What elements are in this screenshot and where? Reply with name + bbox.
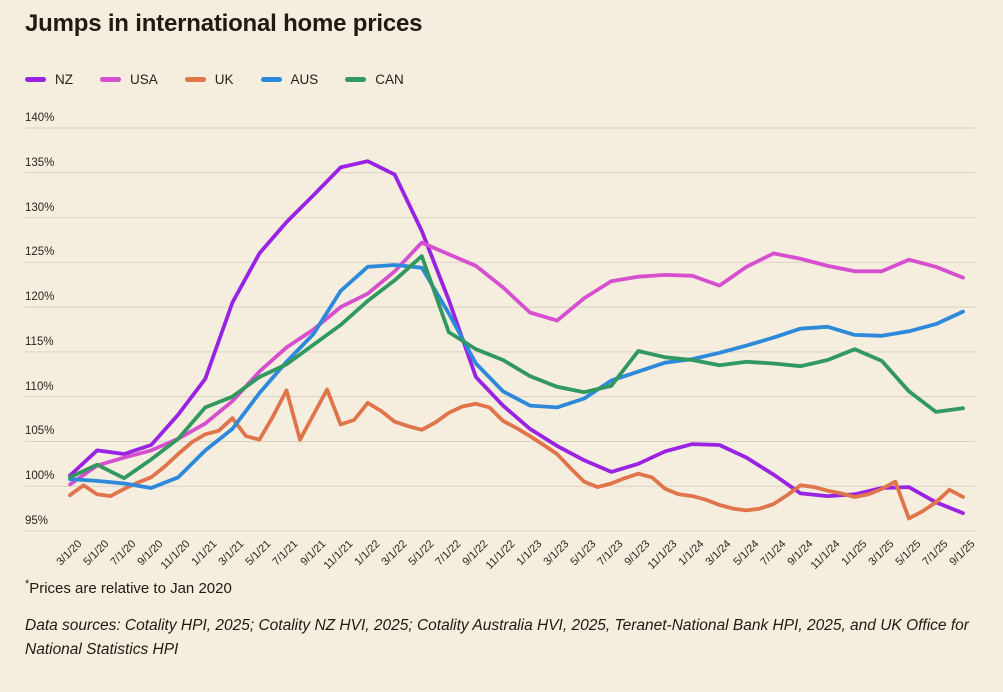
data-sources-note: Data sources: Cotality HPI, 2025; Cotali… [25,617,969,659]
y-tick-105: 105% [25,425,55,438]
legend-item-usa: USA [100,72,158,87]
legend-label-aus: AUS [290,72,319,87]
legend-item-uk: UK [184,72,234,87]
legend-swatch-can [345,77,367,82]
y-tick-140: 140% [25,112,55,125]
legend-swatch-uk [184,77,206,82]
y-tick-130: 130% [25,201,55,214]
legend-swatch-nz [25,77,46,82]
chart-footnote: *Prices are relative to Jan 2020 [25,578,232,597]
legend-item-aus: AUS [260,72,319,87]
series-line-aus [68,263,965,490]
legend-label-uk: UK [214,72,234,87]
legend-swatch-usa [100,77,121,82]
legend-swatch-aus [260,77,282,82]
y-tick-125: 125% [25,246,55,259]
series-line-uk [68,387,965,521]
chart-legend: NZ USA UK AUS CAN [25,72,404,87]
chart-title: Jumps in international home prices [25,10,423,37]
series-line-can [68,254,965,481]
series-line-usa [68,240,965,487]
footnote-text: Prices are relative to Jan 2020 [29,580,232,597]
legend-label-can: CAN [375,72,404,87]
legend-label-usa: USA [130,72,158,87]
legend-item-nz: NZ [25,72,73,87]
legend-item-can: CAN [345,72,404,87]
series-line-nz [68,159,965,515]
footnote-asterisk: * [25,578,30,590]
y-tick-110: 110% [25,380,54,393]
legend-label-nz: NZ [55,72,73,87]
y-tick-95: 95% [25,515,49,527]
y-tick-100: 100% [25,470,55,483]
y-tick-120: 120% [25,291,55,304]
y-tick-135: 135% [25,156,55,169]
y-tick-115: 115% [25,335,54,348]
